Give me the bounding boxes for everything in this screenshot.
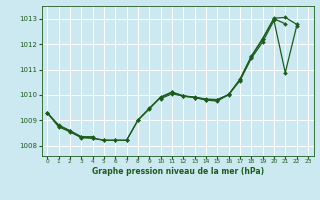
X-axis label: Graphe pression niveau de la mer (hPa): Graphe pression niveau de la mer (hPa) — [92, 167, 264, 176]
